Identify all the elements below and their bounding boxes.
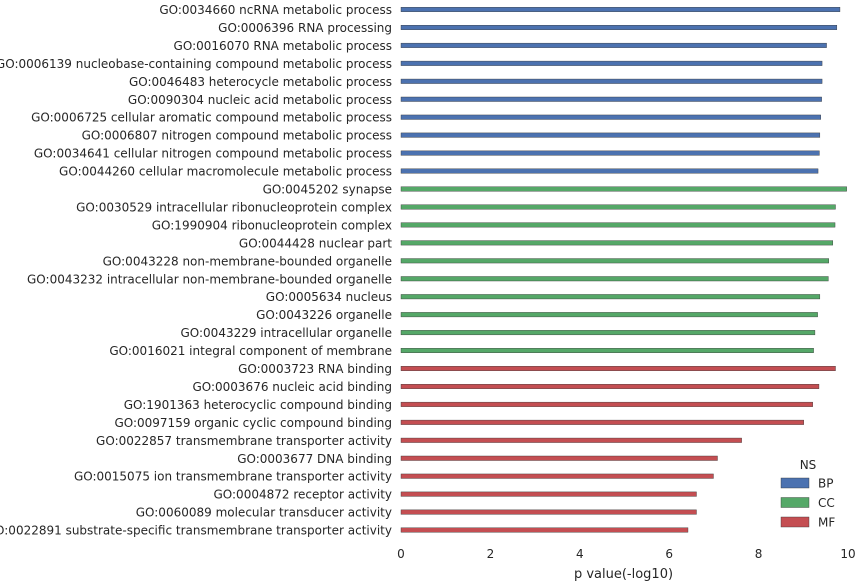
category-label-5: GO:0090304 nucleic acid metabolic proces… [128, 93, 392, 107]
bar-cc-19 [400, 348, 814, 353]
bar-mf-24 [400, 437, 742, 443]
category-label-26: GO:0015075 ion transmembrane transporter… [74, 470, 392, 484]
x-tick-label-0: 0 [397, 547, 405, 561]
bar-cc-15 [400, 276, 829, 282]
bar-bp-2 [400, 42, 827, 48]
category-label-21: GO:0003676 nucleic acid binding [192, 380, 392, 394]
category-label-11: GO:0030529 intracellular ribonucleoprote… [76, 200, 392, 214]
category-label-10: GO:0045202 synapse [263, 183, 392, 197]
legend-label-bp: BP [818, 477, 833, 491]
bar-cc-11 [400, 204, 836, 210]
bar-bp-6 [400, 114, 821, 120]
category-label-20: GO:0003723 RNA binding [238, 362, 392, 376]
category-label-22: GO:1901363 heterocyclic compound binding [124, 398, 392, 412]
bar-mf-22 [400, 401, 813, 407]
x-axis-ticks: 0 2 4 6 8 10 [397, 547, 855, 561]
category-label-6: GO:0006725 cellular aromatic compound me… [31, 111, 392, 125]
x-tick-label-4: 8 [755, 547, 763, 561]
bar-mf-26 [400, 473, 714, 479]
legend-label-mf: MF [818, 516, 835, 530]
bar-bp-7 [400, 132, 821, 138]
category-label-2: GO:0016070 RNA metabolic process [174, 39, 392, 53]
category-label-29: GO:0022891 substrate-specific transmembr… [0, 524, 392, 538]
category-label-0: GO:0034660 ncRNA metabolic process [159, 3, 392, 17]
bar-cc-18 [400, 330, 816, 336]
bar-mf-20 [400, 366, 836, 371]
bar-bp-3 [400, 60, 823, 66]
bar-mf-23 [400, 419, 804, 425]
bar-cc-14 [400, 258, 829, 264]
bar-bp-4 [400, 78, 823, 84]
bar-mf-29 [400, 527, 689, 533]
category-label-17: GO:0043226 organelle [256, 308, 392, 322]
bar-cc-10 [400, 186, 847, 192]
x-tick-label-5: 10 [840, 547, 855, 561]
x-axis-title: p value(-log10) [574, 567, 673, 582]
category-label-15: GO:0043232 intracellular non-membrane-bo… [27, 272, 392, 286]
x-tick-label-2: 4 [576, 547, 584, 561]
x-tick-label-3: 6 [665, 547, 673, 561]
category-label-7: GO:0006807 nitrogen compound metabolic p… [82, 129, 392, 143]
category-label-14: GO:0043228 non-membrane-bounded organell… [103, 254, 392, 268]
category-label-24: GO:0022857 transmembrane transporter act… [96, 434, 392, 448]
category-label-3: GO:0006139 nucleobase-containing compoun… [0, 57, 392, 71]
bar-mf-21 [400, 384, 820, 389]
category-labels: GO:0034660 ncRNA metabolic process GO:000… [0, 3, 392, 538]
bar-mf-27 [400, 491, 697, 497]
bars-layer [400, 7, 847, 533]
legend-swatch-cc [780, 497, 810, 508]
bar-cc-12 [400, 222, 836, 228]
bar-cc-13 [400, 240, 834, 246]
bar-bp-8 [400, 150, 820, 156]
category-label-16: GO:0005634 nucleus [266, 290, 392, 304]
category-label-19: GO:0016021 integral component of membran… [109, 344, 392, 358]
legend: NS BP CC MF [780, 458, 835, 530]
bar-bp-9 [400, 168, 819, 174]
category-label-23: GO:0097159 organic cyclic compound bindi… [114, 416, 392, 430]
category-label-27: GO:0004872 receptor activity [213, 488, 392, 502]
legend-swatch-mf [780, 516, 810, 528]
bar-bp-5 [400, 96, 822, 102]
bar-bp-1 [400, 25, 838, 30]
legend-title: NS [800, 458, 817, 472]
bar-bp-0 [400, 7, 841, 12]
bar-mf-28 [400, 509, 697, 515]
category-label-4: GO:0046483 heterocycle metabolic process [129, 75, 392, 89]
category-label-18: GO:0043229 intracellular organelle [180, 326, 392, 340]
x-tick-label-1: 2 [487, 547, 495, 561]
category-label-9: GO:0044260 cellular macromolecule metabo… [59, 165, 392, 179]
bar-mf-25 [400, 455, 718, 461]
legend-swatch-bp [780, 477, 810, 489]
category-label-28: GO:0060089 molecular transducer activity [136, 506, 392, 520]
bar-cc-16 [400, 294, 821, 300]
category-label-8: GO:0034641 cellular nitrogen compound me… [34, 147, 392, 161]
category-label-13: GO:0044428 nuclear part [239, 236, 392, 250]
category-label-12: GO:1990904 ribonucleoprotein complex [152, 218, 392, 232]
category-label-1: GO:0006396 RNA processing [218, 21, 392, 35]
legend-label-cc: CC [818, 496, 835, 510]
bar-cc-17 [400, 312, 818, 318]
category-label-25: GO:0003677 DNA binding [237, 452, 392, 466]
